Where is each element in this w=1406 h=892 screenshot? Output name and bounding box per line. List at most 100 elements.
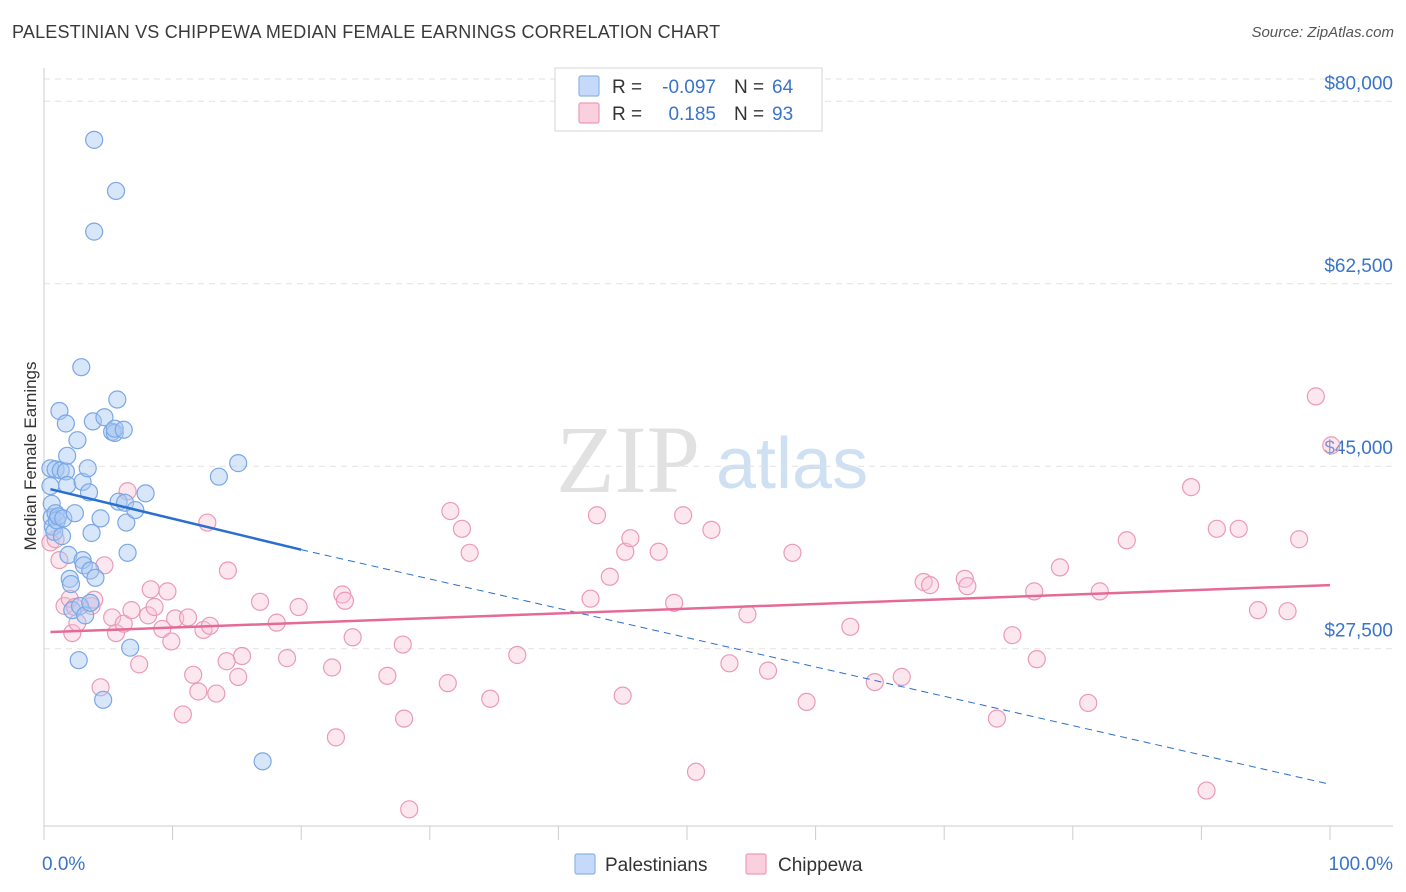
chippewa-point (613, 686, 632, 705)
chippewa-point (95, 556, 114, 575)
palestinian-point (68, 431, 87, 450)
palestinian-point (72, 358, 91, 377)
chippewa-point (207, 684, 226, 703)
chippewa-point (841, 617, 860, 636)
chippewa-point (322, 658, 342, 677)
chippewa-point (289, 597, 308, 617)
chippewa-point (343, 628, 362, 647)
palestinian-point (117, 513, 136, 532)
chippewa-point (508, 645, 527, 665)
chippewa-point (1229, 519, 1248, 538)
chippewa-point (394, 709, 414, 728)
chippewa-point (441, 501, 460, 521)
chippewa-point (141, 580, 160, 599)
chart-title: PALESTINIAN VS CHIPPEWA MEDIAN FEMALE EA… (12, 22, 721, 42)
chippewa-point (1090, 582, 1109, 601)
chippewa-point (1290, 530, 1309, 549)
legend-r-label-chippewa: R = (612, 104, 642, 125)
chippewa-point (277, 649, 297, 668)
palestinian-point (41, 476, 60, 496)
chippewa-point (438, 674, 457, 693)
chippewa-point (162, 632, 181, 651)
chippewa-point (217, 652, 236, 671)
chippewa-point (400, 800, 419, 819)
legend-r-label-palestinians: R = (612, 77, 642, 98)
legend-swatch-palestinians (578, 75, 600, 97)
chippewa-point (1050, 558, 1070, 577)
palestinian-point (70, 596, 90, 616)
palestinian-point (83, 412, 102, 431)
y-tick-label: $80,000 (1324, 73, 1393, 94)
palestinian-points (41, 130, 272, 771)
palestinian-point (52, 527, 72, 546)
palestinian-point (78, 459, 97, 478)
palestinian-point (56, 462, 75, 481)
palestinian-point (108, 390, 127, 409)
palestinian-point (95, 408, 114, 427)
chippewa-point (378, 666, 397, 685)
chippewa-points (41, 387, 1341, 819)
chippewa-point (452, 519, 472, 538)
chippewa-trend-line (50, 583, 1331, 634)
palestinian-point (86, 568, 105, 587)
y-axis-label: Median Female Earnings (21, 362, 40, 551)
series-legend-swatch-chippewa (745, 853, 767, 875)
chippewa-point (865, 672, 884, 692)
chippewa-point (130, 655, 149, 674)
chippewa-point (178, 608, 198, 627)
palestinian-point (121, 638, 140, 657)
palestinian-point (253, 752, 272, 771)
chippewa-point (184, 665, 203, 684)
y-tick-label: $27,500 (1324, 621, 1393, 642)
chippewa-point (189, 682, 208, 701)
palestinian-point (229, 454, 248, 473)
watermark: ZIP atlas (556, 406, 868, 513)
correlation-legend: R = -0.097 N = 64 R = 0.185 N = 93 (554, 67, 823, 132)
chippewa-point (1003, 626, 1022, 645)
chippewa-point (892, 667, 911, 686)
chippewa-point (232, 646, 252, 666)
palestinian-point (85, 222, 104, 241)
chippewa-point (581, 589, 600, 608)
palestinian-point (69, 651, 88, 670)
chippewa-point (1207, 519, 1226, 538)
chippewa-point (326, 728, 346, 747)
palestinian-point (65, 504, 84, 523)
chippewa-point (955, 569, 974, 588)
palestinian-point (209, 467, 228, 486)
chippewa-point (50, 550, 69, 570)
palestinian-point (114, 420, 133, 439)
chippewa-point (229, 667, 248, 686)
chippewa-point (41, 533, 60, 552)
x-tick-label: 100.0% (1329, 854, 1394, 875)
palestinian-point (82, 523, 101, 543)
series-legend-label-chippewa: Chippewa (778, 855, 863, 876)
palestinian-point (58, 446, 77, 465)
chippewa-point (460, 543, 479, 562)
watermark-zip: ZIP (556, 406, 700, 513)
legend-n-value-palestinians: 64 (772, 77, 794, 98)
chippewa-point (173, 705, 192, 724)
chippewa-point (122, 601, 141, 620)
chippewa-point (481, 689, 500, 708)
palestinian-point (61, 574, 81, 594)
legend-n-label-chippewa: N = (734, 104, 764, 125)
series-legend: Palestinians Chippewa (574, 853, 863, 876)
chippewa-point (920, 576, 940, 595)
chippewa-point (1182, 478, 1201, 497)
palestinian-trend-dashed (301, 549, 1331, 785)
palestinian-point (106, 181, 126, 201)
chippewa-point (686, 762, 706, 781)
chart-source: Source: ZipAtlas.com (1251, 24, 1394, 41)
chippewa-point (600, 567, 619, 586)
chippewa-point (1117, 531, 1136, 550)
gridlines (44, 78, 1393, 650)
chippewa-point (649, 542, 668, 561)
chippewa-point (158, 582, 177, 601)
chippewa-point (738, 605, 757, 624)
palestinian-point (54, 509, 73, 528)
chippewa-point (797, 692, 816, 712)
chippewa-point (250, 592, 270, 611)
chippewa-point (145, 597, 164, 617)
